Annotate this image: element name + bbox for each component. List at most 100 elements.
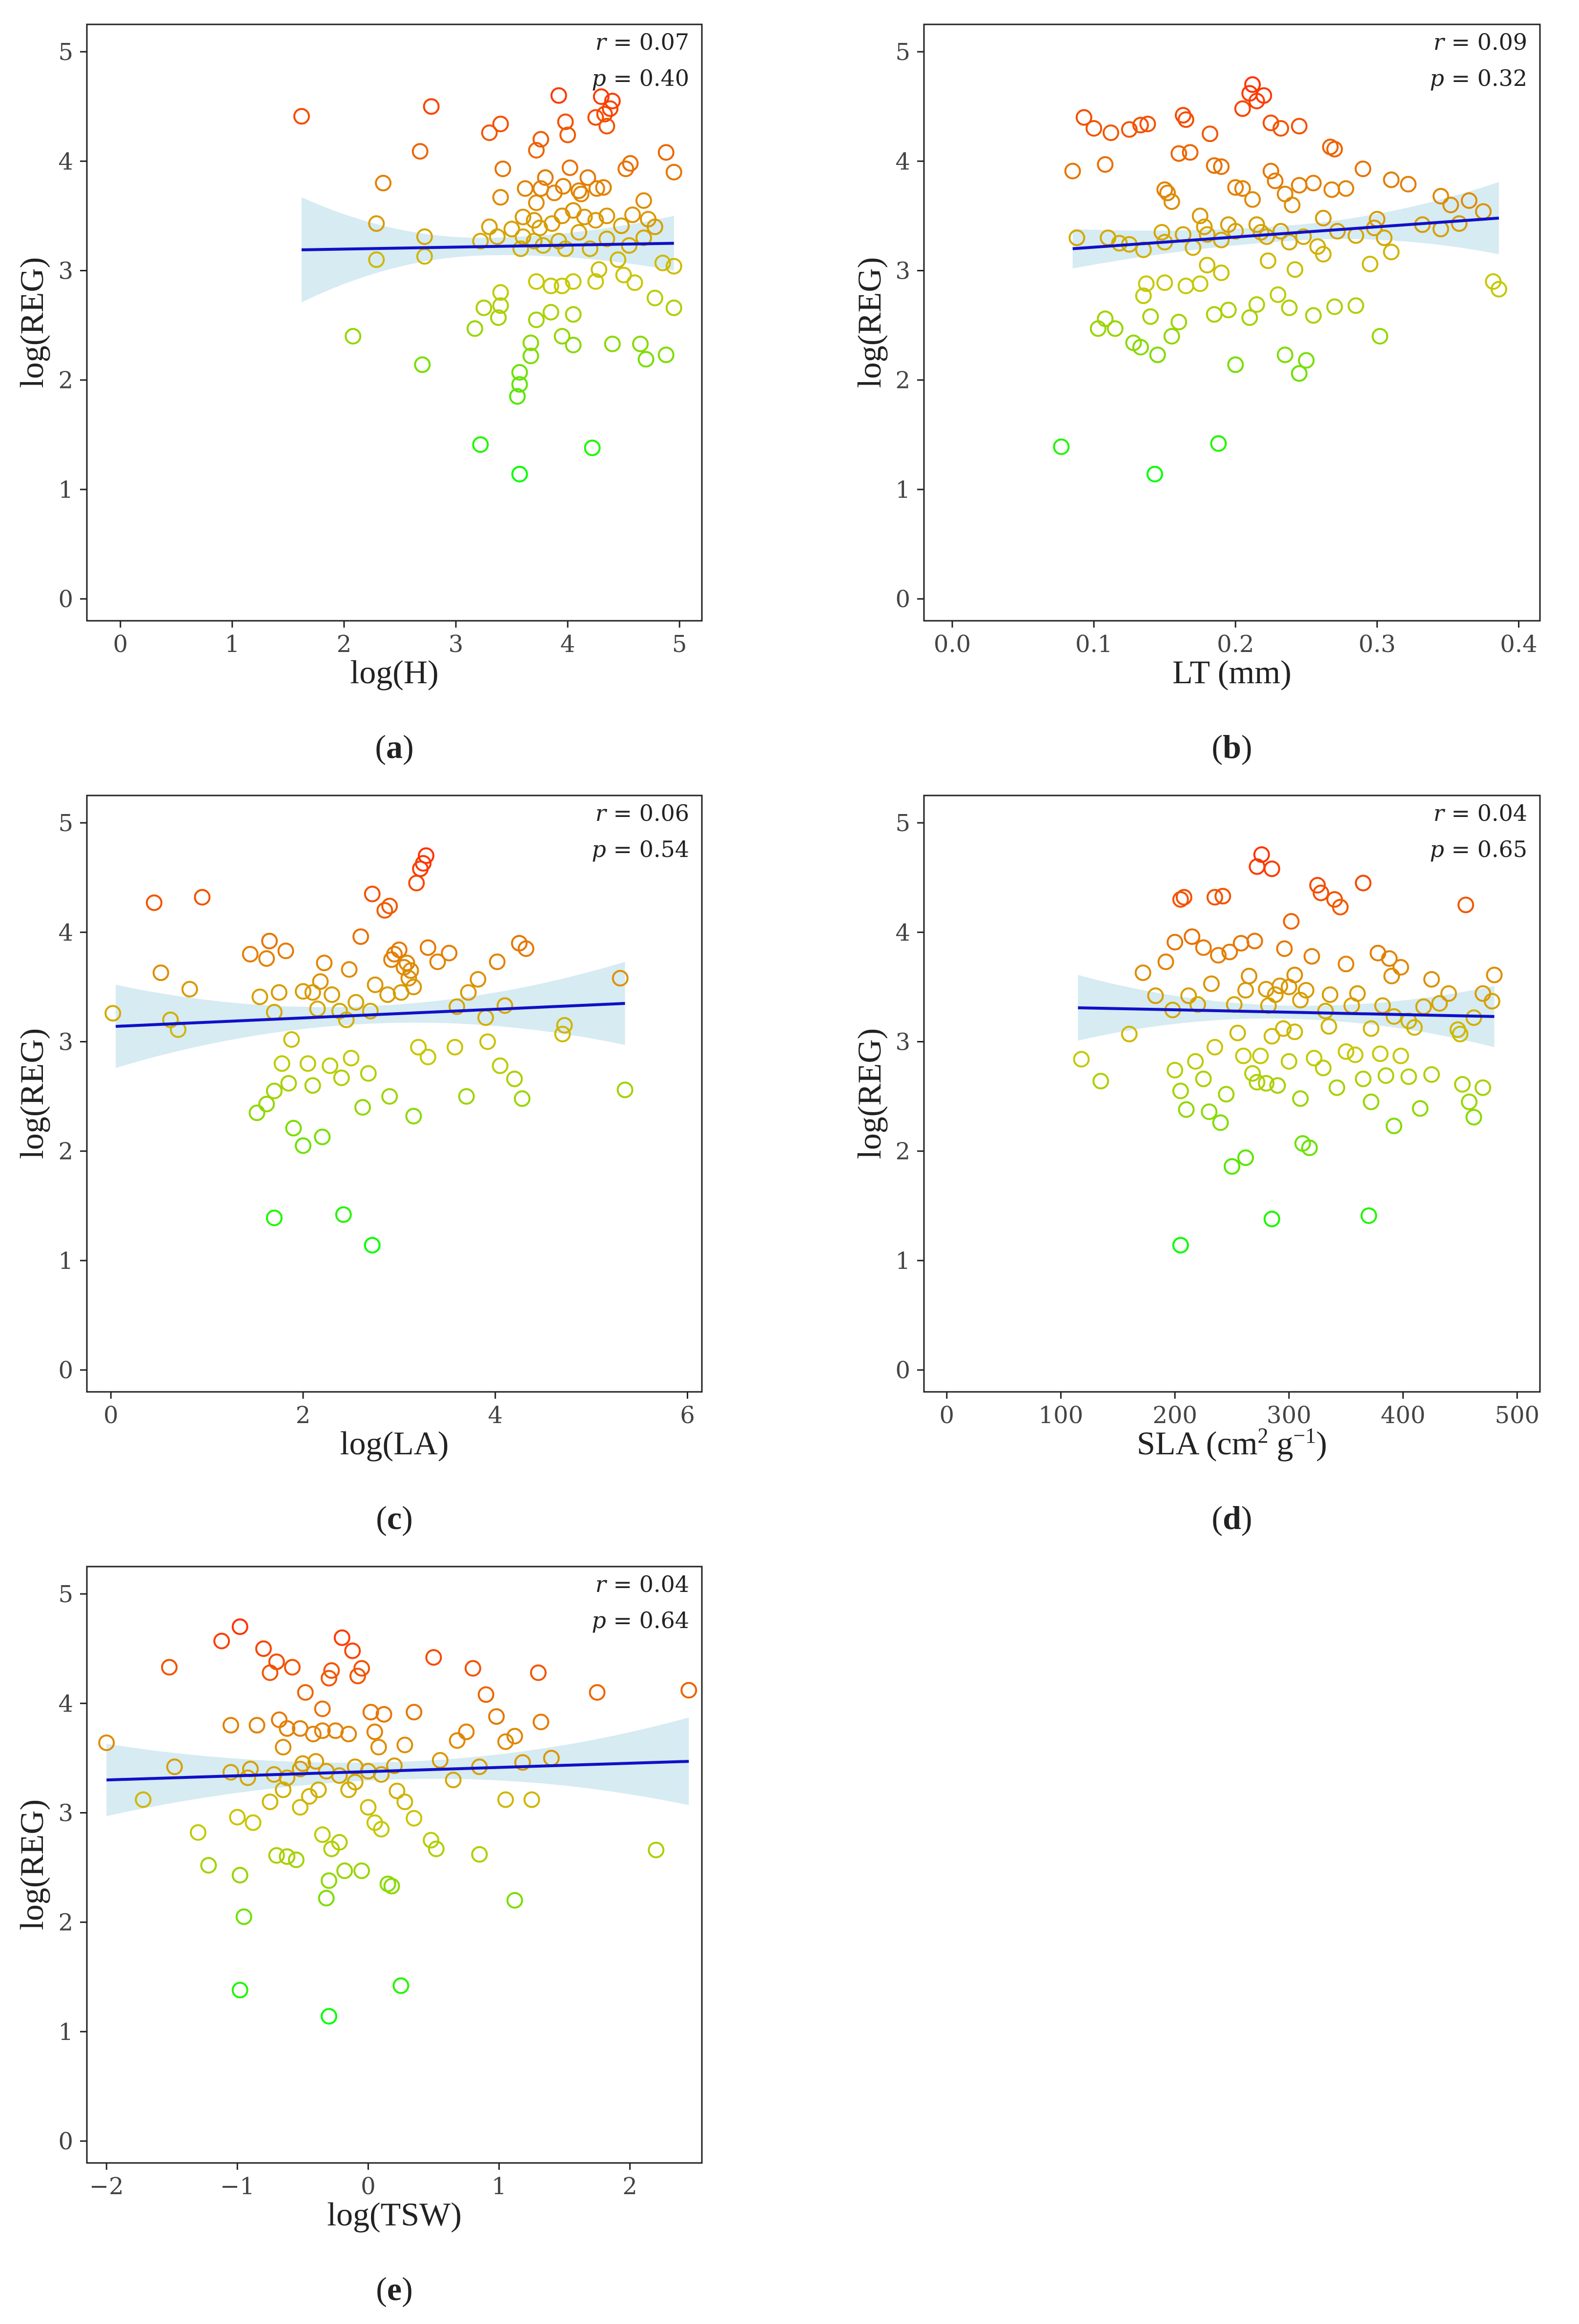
panel-a-point bbox=[637, 351, 655, 368]
panel-c-point bbox=[273, 1055, 290, 1072]
panel-b-y-tick-label: 4 bbox=[895, 148, 910, 175]
panel-b-point bbox=[1196, 218, 1213, 235]
panel-b-point bbox=[1107, 320, 1124, 337]
panel-a-point bbox=[554, 277, 571, 294]
panel-b-point bbox=[1149, 347, 1166, 364]
panel-e-fit-line bbox=[106, 1760, 689, 1782]
panel-c-point bbox=[181, 980, 198, 998]
panel-c-ylabel: log(REG) bbox=[13, 1028, 50, 1159]
panel-a-point bbox=[581, 240, 598, 257]
panel-a-point bbox=[587, 212, 604, 229]
panel-d-x-tick-label: 300 bbox=[1267, 1402, 1312, 1429]
panel-d-point bbox=[1178, 1101, 1195, 1118]
panel-d-point bbox=[1312, 884, 1330, 901]
panel-b-point bbox=[1132, 339, 1149, 356]
panel-b-point bbox=[1199, 257, 1216, 274]
panel-b-point bbox=[1213, 158, 1230, 175]
panel-c-point bbox=[447, 1039, 463, 1056]
panel-d-point bbox=[1187, 1053, 1204, 1070]
panel-d-point bbox=[1263, 1210, 1280, 1227]
panel-d-point bbox=[1354, 875, 1372, 892]
panel-e-point bbox=[353, 1660, 370, 1677]
panel-c-point bbox=[418, 847, 434, 864]
panel-a-point bbox=[602, 100, 619, 117]
panel-a-point bbox=[517, 180, 533, 197]
panel-b-x-tick-label: 0.0 bbox=[934, 631, 971, 658]
panel-a-point bbox=[522, 334, 539, 351]
panel-a-point bbox=[414, 356, 431, 373]
panel-e-point bbox=[231, 1867, 248, 1884]
panel-d-point bbox=[1347, 1046, 1364, 1063]
panel-c-point bbox=[354, 1099, 371, 1116]
panel-d-point bbox=[1167, 934, 1184, 951]
panel-a-point bbox=[646, 289, 663, 306]
panel-b-point bbox=[1298, 352, 1315, 369]
panel-c-point bbox=[316, 955, 333, 972]
panel-b-point bbox=[1234, 180, 1251, 197]
panel-a-point bbox=[542, 277, 559, 294]
panel-a-point bbox=[588, 180, 605, 197]
panel-d-point bbox=[1283, 913, 1300, 930]
panel-c-point bbox=[402, 962, 419, 979]
panel-b-y-tick-label: 3 bbox=[895, 257, 910, 285]
panel-e-point bbox=[262, 1794, 279, 1811]
panel-e-p-stat: p = 0.64 bbox=[592, 1607, 689, 1633]
panel-c-point bbox=[460, 984, 477, 1001]
panel-c-point bbox=[266, 1209, 283, 1226]
panel-b-point bbox=[1281, 299, 1298, 316]
panel-b-y-tick-label: 0 bbox=[895, 586, 910, 613]
panel-e-point bbox=[406, 1704, 423, 1721]
panel-e-point bbox=[533, 1713, 550, 1731]
panel-d-point bbox=[1206, 889, 1223, 906]
panel-e-point bbox=[340, 1726, 357, 1743]
panel-e-point bbox=[333, 1629, 350, 1646]
panel-b-r-stat: r = 0.09 bbox=[1434, 29, 1527, 55]
panel-e-point bbox=[449, 1732, 466, 1749]
panel-c-point bbox=[295, 1137, 311, 1154]
panel-e-point bbox=[318, 1890, 335, 1907]
panel-d-point bbox=[1392, 959, 1409, 976]
panel-a-point bbox=[598, 118, 615, 135]
panel-c-point bbox=[266, 1082, 283, 1100]
panel-b: 0.0 0.1 0.2 0.3 0.4 0 1 2 3 4 5 log(REG) LT (mm) r… bbox=[851, 23, 1541, 765]
panel-c-point bbox=[194, 889, 211, 906]
panel-a-point bbox=[533, 131, 550, 148]
panel-a-x-tick-label: 3 bbox=[449, 631, 464, 658]
panel-c-plot-frame bbox=[86, 795, 703, 1393]
panel-b-point bbox=[1132, 117, 1149, 134]
panel-d-point bbox=[1423, 971, 1440, 988]
panel-c-point bbox=[496, 997, 513, 1014]
panel-e-point bbox=[275, 1739, 292, 1755]
panel-d-point bbox=[1392, 1047, 1409, 1064]
panel-b-point bbox=[1182, 144, 1199, 161]
panel-a-point bbox=[554, 328, 571, 345]
panel-e-point bbox=[297, 1684, 314, 1701]
panel-d-point bbox=[1249, 1074, 1266, 1091]
panel-b-point bbox=[1191, 207, 1209, 224]
panel-e-point bbox=[406, 1810, 423, 1827]
panel-d-point bbox=[1167, 1061, 1184, 1079]
panel-c-point bbox=[364, 885, 381, 902]
panel-c-point bbox=[242, 946, 259, 963]
panel-b-point bbox=[1347, 297, 1364, 314]
panel-a-point bbox=[492, 189, 509, 206]
panel-a-point bbox=[554, 178, 572, 195]
panel-d: 0 100 200 300 400 500 0 1 2 3 4 5 log(REG) SLA (cm2… bbox=[851, 795, 1541, 1536]
panel-c-point bbox=[324, 986, 340, 1003]
panel-c-x-tick-label: 2 bbox=[296, 1402, 311, 1429]
panel-d-point bbox=[1244, 1065, 1261, 1082]
panel-a-point bbox=[593, 88, 610, 105]
panel-c-point bbox=[283, 1031, 300, 1048]
panel-b-point bbox=[1103, 124, 1119, 141]
panel-a-point bbox=[598, 207, 615, 224]
panel-b-point bbox=[1177, 111, 1194, 128]
panel-e-y-tick-label: 5 bbox=[58, 1581, 73, 1608]
panel-b-point bbox=[1270, 286, 1287, 303]
panel-c-point bbox=[386, 946, 403, 963]
panel-e-point bbox=[360, 1799, 377, 1816]
panel-d-y-tick-label: 0 bbox=[895, 1357, 910, 1384]
panel-a-point bbox=[481, 124, 498, 141]
panel-e-y-tick-label: 2 bbox=[58, 1909, 73, 1937]
panel-d-point bbox=[1286, 966, 1303, 983]
panel-d-point bbox=[1306, 1050, 1323, 1067]
